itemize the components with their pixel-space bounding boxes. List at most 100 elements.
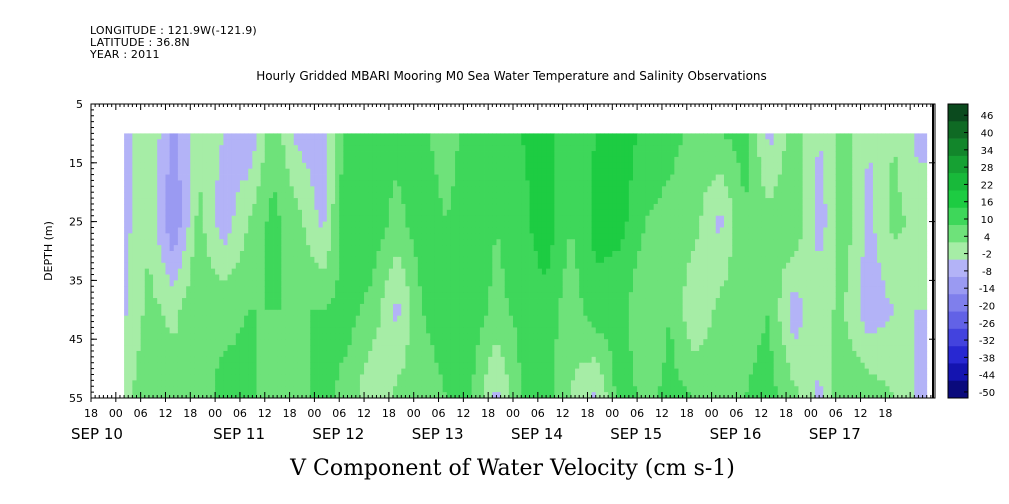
heatmap-cell (285, 209, 290, 217)
heatmap-cell (322, 151, 328, 158)
heatmap-cell (239, 256, 245, 264)
heatmap-cell (198, 174, 204, 181)
heatmap-cell (575, 256, 580, 264)
heatmap-cell (177, 198, 183, 205)
heatmap-cell (546, 386, 551, 393)
heatmap-cell (335, 309, 340, 317)
heatmap-cell (384, 321, 390, 328)
heatmap-cell (318, 227, 324, 234)
heatmap-cell (239, 386, 245, 393)
heatmap-cell (380, 392, 386, 398)
heatmap-cell (157, 392, 162, 398)
heatmap-cell (558, 262, 564, 270)
heatmap-cell (380, 303, 386, 311)
heatmap-cell (219, 192, 224, 199)
heatmap-cell (558, 209, 564, 217)
heatmap-cell (310, 315, 315, 322)
heatmap-cell (169, 327, 175, 334)
heatmap-cell (302, 274, 307, 281)
heatmap-cell (372, 315, 377, 322)
heatmap-cell (537, 262, 543, 270)
heatmap-cell (521, 309, 526, 317)
heatmap-cell (558, 186, 564, 193)
heatmap-cell (335, 339, 340, 346)
heatmap-cell (293, 380, 299, 387)
heatmap-cell (570, 368, 576, 375)
heatmap-cell (227, 321, 233, 328)
heatmap-cell (235, 268, 241, 275)
heatmap-cell (475, 315, 481, 322)
heatmap-cell (546, 209, 551, 217)
heatmap-cell (430, 192, 435, 199)
heatmap-cell (281, 392, 286, 398)
heatmap-cell (475, 280, 481, 287)
heatmap-cell (579, 186, 584, 193)
heatmap-cell (260, 168, 266, 175)
heatmap-cell (128, 292, 133, 299)
heatmap-cell (347, 174, 353, 181)
heatmap-cell (132, 380, 137, 387)
heatmap-cell (140, 186, 146, 193)
heatmap-cell (401, 274, 406, 281)
heatmap-cell (517, 245, 522, 252)
heatmap-cell (500, 280, 506, 287)
heatmap-cell (223, 292, 228, 299)
heatmap-cell (231, 280, 237, 287)
heatmap-cell (380, 233, 386, 240)
heatmap-cell (347, 356, 353, 364)
heatmap-cell (496, 198, 501, 205)
heatmap-cell (244, 292, 249, 299)
heatmap-cell (438, 203, 444, 211)
heatmap-cell (471, 145, 477, 152)
heatmap-cell (455, 386, 460, 393)
heatmap-cell (260, 180, 266, 187)
heatmap-cell (157, 362, 162, 369)
heatmap-cell (186, 256, 191, 264)
heatmap-cell (575, 180, 580, 187)
heatmap-cell (504, 368, 510, 375)
heatmap-cell (517, 162, 522, 170)
heatmap-cell (430, 245, 435, 252)
heatmap-cell (144, 251, 150, 258)
heatmap-cell (347, 162, 353, 170)
heatmap-cell (508, 392, 514, 398)
heatmap-cell (244, 233, 249, 240)
heatmap-cell (463, 262, 468, 270)
heatmap-cell (500, 251, 506, 258)
heatmap-cell (397, 245, 402, 252)
heatmap-cell (161, 280, 166, 287)
heatmap-cell (153, 233, 158, 240)
heatmap-cell (153, 245, 158, 252)
heatmap-cell (132, 362, 137, 369)
heatmap-cell (306, 192, 311, 199)
heatmap-cell (417, 174, 423, 181)
heatmap-cell (380, 239, 386, 246)
heatmap-cell (359, 321, 365, 328)
heatmap-cell (359, 262, 365, 270)
heatmap-cell (186, 315, 191, 322)
heatmap-cell (372, 298, 377, 305)
heatmap-cell (173, 209, 179, 217)
heatmap-cell (210, 168, 216, 175)
heatmap-cell (517, 345, 522, 352)
heatmap-cell (318, 262, 324, 270)
heatmap-cell (376, 309, 382, 317)
heatmap-cell (417, 339, 423, 346)
heatmap-cell (558, 221, 564, 228)
heatmap-cell (335, 162, 340, 170)
heatmap-cell (533, 162, 539, 170)
heatmap-cell (231, 245, 237, 252)
heatmap-cell (194, 192, 199, 199)
heatmap-cell (521, 133, 526, 140)
heatmap-cell (488, 368, 493, 375)
heatmap-cell (136, 321, 142, 328)
heatmap-cell (148, 315, 154, 322)
heatmap-cell (177, 298, 183, 305)
heatmap-cell (438, 151, 444, 158)
heatmap-cell (450, 233, 456, 240)
heatmap-cell (484, 345, 489, 352)
heatmap-cell (132, 256, 137, 264)
heatmap-cell (471, 186, 477, 193)
heatmap-cell (558, 174, 564, 181)
heatmap-cell (330, 151, 336, 158)
